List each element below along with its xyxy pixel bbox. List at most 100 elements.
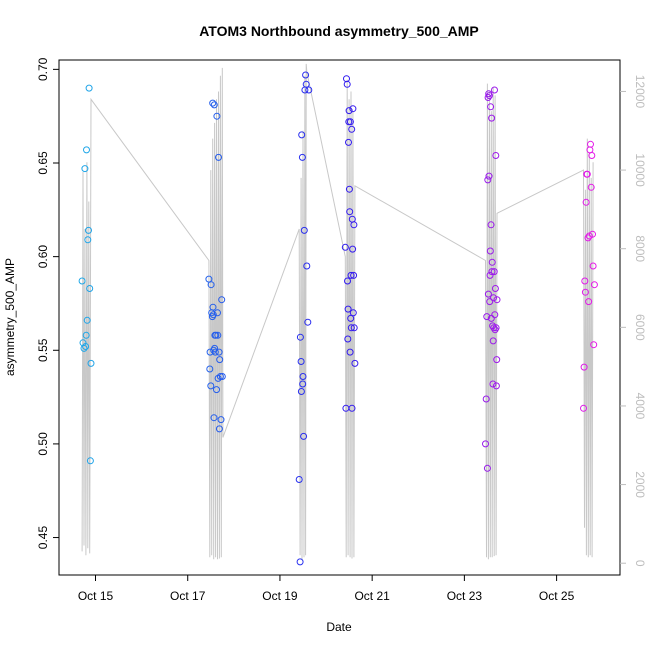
data-point <box>214 309 221 317</box>
data-point <box>349 245 357 253</box>
data-point <box>78 277 86 285</box>
data-point <box>345 185 353 193</box>
series-line <box>81 63 594 560</box>
data-point <box>484 290 492 298</box>
x-tick-label: Oct 17 <box>170 589 206 603</box>
data-point <box>581 277 589 285</box>
data-point <box>590 281 598 289</box>
data-point <box>299 380 307 388</box>
data-point <box>302 71 310 79</box>
data-point <box>487 103 495 111</box>
x-tick-label: Oct 23 <box>447 589 483 603</box>
data-point <box>343 75 350 83</box>
data-point <box>493 356 501 364</box>
data-point <box>580 363 588 371</box>
data-point <box>215 348 223 356</box>
data-point <box>305 86 313 94</box>
data-point <box>489 337 497 345</box>
data-point <box>492 382 500 390</box>
data-point <box>218 373 226 380</box>
data-point <box>213 112 221 120</box>
data-point <box>207 281 215 289</box>
point-layer <box>78 71 598 566</box>
line-layer <box>81 63 594 560</box>
y2-tick-label: 4000 <box>633 393 647 420</box>
data-point <box>206 348 214 356</box>
data-point <box>490 294 497 302</box>
x-axis-label: Date <box>326 620 352 634</box>
data-point <box>213 386 220 394</box>
data-point <box>489 380 497 388</box>
data-point <box>589 262 597 270</box>
x-tick-label: Oct 15 <box>78 589 114 603</box>
data-point <box>80 344 88 352</box>
data-point <box>298 153 306 161</box>
data-point <box>583 170 591 178</box>
data-point <box>585 298 593 306</box>
data-point <box>83 146 90 154</box>
data-point <box>493 296 501 304</box>
data-point <box>487 221 495 229</box>
data-point <box>350 221 358 229</box>
data-point <box>347 271 355 279</box>
data-point <box>344 335 352 343</box>
data-point <box>348 404 356 412</box>
data-point <box>84 236 92 244</box>
data-point <box>215 425 223 433</box>
data-point <box>212 331 220 339</box>
chart-title: ATOM3 Northbound asymmetry_500_AMP <box>199 23 479 39</box>
data-point <box>587 140 594 148</box>
data-point <box>487 314 495 322</box>
data-point <box>349 309 357 317</box>
y2-tick-label: 10000 <box>633 153 647 187</box>
data-point <box>486 298 494 306</box>
data-point <box>82 343 90 350</box>
data-point <box>214 331 222 339</box>
data-point <box>299 373 307 380</box>
data-point <box>491 86 498 94</box>
data-point <box>488 258 496 266</box>
data-point <box>206 365 214 373</box>
data-point <box>485 92 493 100</box>
data-point <box>83 316 91 324</box>
data-point <box>345 138 352 146</box>
y-tick-label: 0.45 <box>36 526 50 550</box>
data-point <box>343 80 351 88</box>
x-axis: Oct 15 Oct 17 Oct 19 Oct 21 Oct 23 Oct 25 <box>78 575 575 603</box>
data-point <box>87 359 95 367</box>
data-point <box>345 107 353 115</box>
data-point <box>344 277 351 285</box>
data-point <box>297 388 305 395</box>
data-point <box>492 324 500 332</box>
data-point <box>483 313 491 321</box>
data-point <box>580 404 587 412</box>
y2-tick-label: 2000 <box>633 471 647 498</box>
data-point <box>587 183 595 191</box>
data-point <box>346 208 354 216</box>
data-point <box>482 395 490 403</box>
y-axis-label: asymmetry_500_AMP <box>3 258 17 376</box>
data-point <box>588 152 596 159</box>
data-point <box>86 285 94 292</box>
data-point <box>296 558 304 566</box>
data-point <box>484 94 492 101</box>
y2-tick-label: 6000 <box>633 314 647 341</box>
y-tick-label: 0.55 <box>36 338 50 362</box>
data-point <box>296 333 304 341</box>
data-point <box>211 344 219 352</box>
data-point <box>492 152 500 159</box>
data-point <box>211 348 219 356</box>
data-point <box>302 80 310 88</box>
data-point <box>85 226 92 234</box>
data-point <box>209 303 217 311</box>
y2-tick-label: 12000 <box>633 75 647 109</box>
data-point <box>82 331 90 339</box>
data-point <box>300 432 308 440</box>
data-point <box>582 198 590 206</box>
data-point <box>86 457 94 465</box>
data-point <box>295 476 303 483</box>
y-axis: 0.45 0.50 0.55 0.60 0.65 0.70 <box>36 57 59 549</box>
data-point <box>491 285 499 292</box>
data-point <box>210 414 218 422</box>
